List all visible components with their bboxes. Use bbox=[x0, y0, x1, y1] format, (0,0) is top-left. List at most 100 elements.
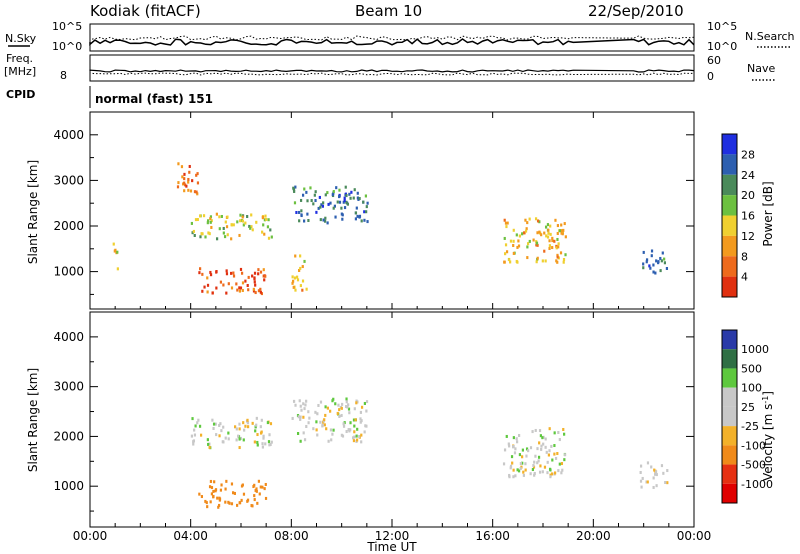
nave-tick-top: 60 bbox=[707, 54, 721, 67]
heatmap-cell bbox=[225, 479, 228, 483]
heatmap-cell bbox=[190, 221, 193, 225]
heatmap-cell bbox=[544, 259, 547, 263]
nsky-panel-frame bbox=[89, 23, 695, 52]
heatmap-cell bbox=[526, 245, 529, 249]
heatmap-cell bbox=[515, 259, 518, 263]
heatmap-cell bbox=[326, 406, 329, 410]
heatmap-cell bbox=[356, 427, 359, 431]
heatmap-cell bbox=[299, 254, 302, 258]
heatmap-cell bbox=[539, 434, 542, 438]
heatmap-cell bbox=[208, 445, 211, 449]
heatmap-cell bbox=[340, 433, 343, 437]
heatmap-cell bbox=[663, 261, 667, 265]
heatmap-cell bbox=[206, 438, 209, 442]
heatmap-cell bbox=[341, 402, 344, 406]
heatmap-cell bbox=[648, 264, 651, 268]
heatmap-cell bbox=[509, 466, 512, 470]
heatmap-cell bbox=[652, 476, 655, 480]
heatmap-cell bbox=[261, 230, 264, 234]
heatmap-cell bbox=[652, 270, 655, 274]
colorbar-swatch bbox=[722, 483, 737, 503]
x-tick-label: 20:00 bbox=[576, 529, 611, 543]
heatmap-cell bbox=[536, 461, 539, 465]
heatmap-cell bbox=[329, 409, 332, 413]
heatmap-cell bbox=[531, 430, 534, 434]
heatmap-cell bbox=[188, 164, 191, 168]
heatmap-cell bbox=[253, 483, 256, 487]
heatmap-cell bbox=[363, 430, 366, 434]
heatmap-cell bbox=[295, 210, 298, 214]
heatmap-cell bbox=[206, 219, 210, 223]
heatmap-cell bbox=[198, 271, 201, 275]
heatmap-cell bbox=[666, 469, 669, 473]
nsky-label: N.Sky bbox=[5, 32, 37, 45]
heatmap-cell bbox=[513, 451, 517, 455]
heatmap-cell bbox=[549, 473, 552, 477]
heatmap-cell bbox=[504, 221, 508, 225]
heatmap-cell bbox=[345, 405, 348, 409]
heatmap-cell bbox=[550, 472, 554, 476]
heatmap-cell bbox=[238, 437, 241, 441]
heatmap-cell bbox=[332, 190, 335, 194]
heatmap-cell bbox=[343, 196, 346, 200]
heatmap-cell bbox=[345, 397, 348, 401]
heatmap-cell bbox=[349, 421, 352, 425]
heatmap-cell bbox=[329, 201, 332, 205]
heatmap-cell bbox=[641, 476, 644, 480]
heatmap-cell bbox=[206, 283, 210, 287]
heatmap-cell bbox=[215, 286, 218, 290]
heatmap-cell bbox=[294, 288, 297, 292]
heatmap-cell bbox=[270, 235, 273, 239]
heatmap-cell bbox=[531, 468, 535, 472]
colorbar-swatch bbox=[722, 368, 737, 388]
heatmap-cell bbox=[253, 494, 256, 498]
heatmap-cell bbox=[538, 230, 541, 234]
heatmap-cell bbox=[646, 461, 650, 465]
heatmap-cell bbox=[508, 444, 511, 448]
heatmap-cell bbox=[299, 415, 302, 419]
heatmap-cell bbox=[314, 190, 317, 194]
heatmap-cell bbox=[645, 480, 648, 484]
heatmap-cell bbox=[346, 202, 350, 206]
heatmap-cell bbox=[200, 232, 203, 236]
heatmap-cell bbox=[356, 400, 359, 404]
heatmap-cell bbox=[538, 470, 542, 474]
heatmap-cell bbox=[232, 223, 235, 227]
heatmap-cell bbox=[319, 218, 322, 222]
y-tick-label: 1000 bbox=[53, 479, 84, 493]
heatmap-cell bbox=[228, 501, 231, 505]
heatmap-cell bbox=[189, 189, 193, 193]
heatmap-cell bbox=[303, 407, 306, 411]
heatmap-cell bbox=[231, 491, 235, 495]
heatmap-cell bbox=[294, 254, 297, 258]
colorbar-tick-label: 100 bbox=[741, 382, 762, 395]
heatmap-cell bbox=[261, 442, 264, 446]
colorbar-swatch bbox=[722, 387, 737, 407]
heatmap-cell bbox=[533, 460, 536, 464]
heatmap-cell bbox=[256, 501, 259, 505]
heatmap-cell bbox=[264, 482, 267, 486]
heatmap-cell bbox=[323, 219, 327, 223]
heatmap-cell bbox=[114, 248, 117, 252]
heatmap-cell bbox=[192, 442, 195, 446]
heatmap-cell bbox=[254, 425, 257, 429]
heatmap-cell bbox=[300, 209, 303, 213]
heatmap-cell bbox=[358, 214, 362, 218]
heatmap-cell bbox=[356, 191, 359, 195]
heatmap-cell bbox=[252, 289, 256, 293]
heatmap-cell bbox=[259, 270, 263, 274]
heatmap-cell bbox=[538, 429, 542, 433]
heatmap-cell bbox=[300, 213, 303, 217]
heatmap-cell bbox=[230, 271, 233, 275]
heatmap-cell bbox=[654, 470, 658, 474]
heatmap-cell bbox=[306, 199, 309, 203]
heatmap-cell bbox=[544, 445, 547, 449]
heatmap-cell bbox=[556, 224, 560, 228]
colorbar-swatch bbox=[722, 215, 737, 236]
heatmap-cell bbox=[180, 165, 184, 169]
heatmap-cell bbox=[238, 427, 241, 431]
colorbar-tick-label: 1000 bbox=[741, 343, 769, 356]
heatmap-cell bbox=[263, 218, 266, 222]
heatmap-cell bbox=[307, 219, 310, 223]
heatmap-cell bbox=[340, 413, 343, 417]
